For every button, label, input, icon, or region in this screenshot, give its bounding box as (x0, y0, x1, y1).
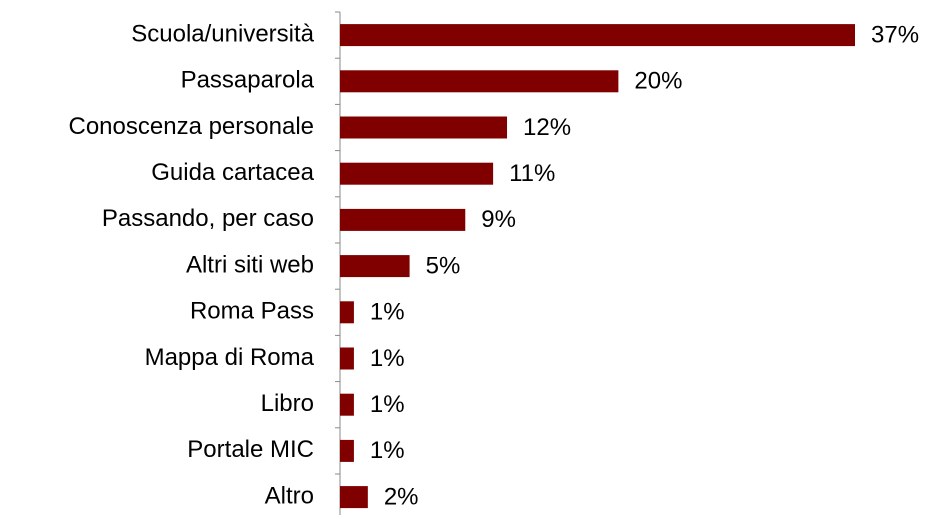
value-label: 9% (481, 206, 516, 233)
bar (340, 347, 354, 370)
bar (340, 116, 508, 139)
bar (340, 439, 354, 462)
category-label: Altri siti web (186, 251, 314, 278)
bar (340, 393, 354, 416)
category-label: Passando, per caso (102, 205, 314, 232)
value-label: 1% (370, 345, 405, 372)
bar (340, 255, 410, 278)
bar (340, 162, 494, 185)
value-label: 37% (871, 21, 919, 48)
bar (340, 486, 368, 509)
category-label: Passaparola (181, 67, 315, 94)
category-label: Conoscenza personale (69, 113, 315, 140)
value-label: 11% (509, 160, 555, 187)
category-label: Libro (261, 390, 314, 417)
value-label: 20% (634, 68, 682, 95)
value-label: 12% (523, 114, 571, 141)
category-label: Mappa di Roma (145, 344, 315, 371)
bar (340, 208, 466, 231)
value-label: 1% (370, 437, 405, 464)
bar (340, 70, 619, 93)
category-label: Altro (265, 482, 314, 509)
bar (340, 301, 354, 324)
category-label: Portale MIC (187, 436, 314, 463)
category-label: Guida cartacea (151, 159, 314, 186)
value-label: 2% (384, 483, 419, 510)
category-label: Roma Pass (190, 298, 314, 325)
bar (340, 24, 855, 47)
category-label: Scuola/università (131, 20, 314, 47)
value-label: 1% (370, 391, 405, 418)
value-label: 1% (370, 299, 405, 326)
value-label: 5% (426, 252, 461, 279)
